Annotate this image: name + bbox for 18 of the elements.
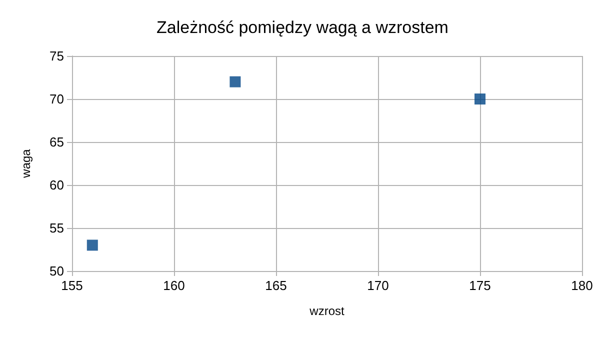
y-tick-label: 65: [50, 134, 64, 150]
x-axis-title: wzrost: [308, 304, 345, 318]
y-tick-label: 50: [50, 264, 64, 278]
x-tick-label: 165: [265, 278, 287, 293]
y-axis-title: waga: [19, 148, 33, 179]
x-tick-label: 160: [163, 278, 185, 293]
y-tick-label: 70: [50, 92, 64, 106]
y-tick-label: 55: [50, 220, 64, 236]
y-tick-label: 75: [50, 48, 64, 64]
x-tick-label: 175: [469, 278, 491, 293]
x-tick-label: 170: [367, 278, 389, 293]
x-tick-label: 180: [571, 278, 593, 293]
x-tick-label: 155: [61, 278, 83, 293]
point: [230, 76, 241, 88]
y-tick-label: 60: [50, 178, 64, 192]
point: [474, 94, 486, 104]
chart-title: Zależność pomiędzy wagą a wzrostem: [156, 18, 448, 37]
point: [86, 240, 98, 251]
